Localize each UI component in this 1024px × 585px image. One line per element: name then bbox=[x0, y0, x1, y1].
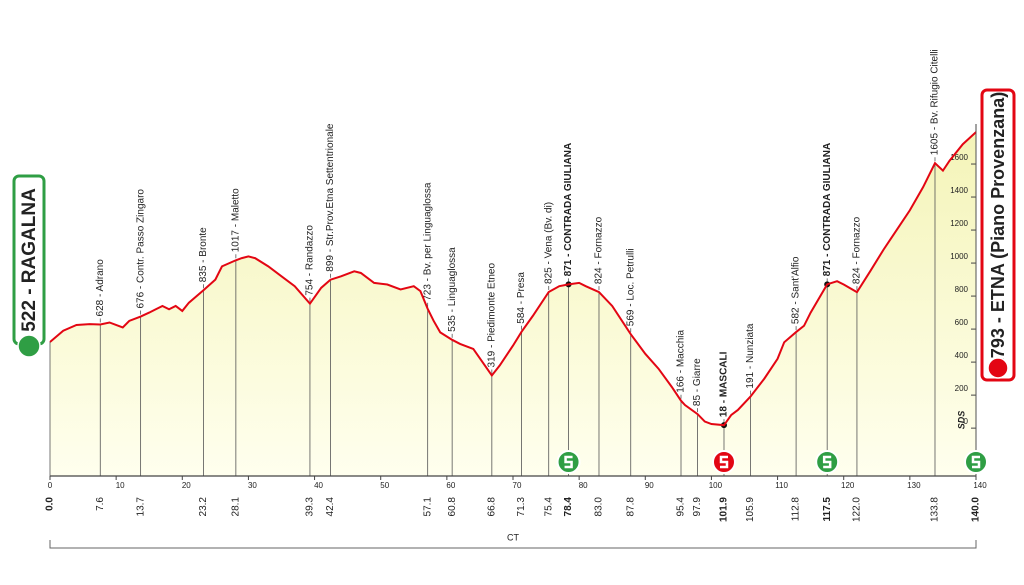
waypoint-km: 39.3 bbox=[305, 497, 316, 517]
profile-line bbox=[49, 131, 977, 427]
y-tick-label: 1600 bbox=[950, 153, 968, 162]
x-tick-label: 70 bbox=[513, 481, 522, 490]
x-tick-label: 20 bbox=[182, 481, 191, 490]
x-tick-label: 80 bbox=[579, 481, 588, 490]
waypoint-label: 1605 - Bv. Rifugio Citelli bbox=[930, 49, 941, 155]
x-tick-label: 90 bbox=[645, 481, 654, 490]
finish-box bbox=[980, 88, 1016, 382]
waypoint-km: 112.8 bbox=[791, 497, 802, 522]
y-tick-label: 200 bbox=[955, 384, 969, 393]
sprint-s bbox=[971, 455, 981, 469]
y-tick-label: 800 bbox=[955, 285, 969, 294]
waypoint-km: 7.6 bbox=[95, 497, 106, 511]
waypoint-label: 319 - Piedimonte Etneo bbox=[486, 263, 497, 368]
x-tick-label: 50 bbox=[380, 481, 389, 490]
waypoint-km: 42.4 bbox=[325, 497, 336, 517]
region-bracket bbox=[49, 540, 977, 549]
y-tick-label: 600 bbox=[955, 318, 969, 327]
waypoint-km: 78.4 bbox=[563, 497, 574, 517]
waypoint-label: 191 - Nunziata bbox=[745, 323, 756, 388]
x-tick-label: 40 bbox=[314, 481, 323, 490]
y-tick-label: 1200 bbox=[950, 219, 968, 228]
finish-icon bbox=[987, 357, 1009, 379]
waypoint-label: 871 - CONTRADA GIULIANA bbox=[563, 143, 574, 277]
waypoint-km: 117.5 bbox=[822, 497, 833, 522]
waypoint-label: 582 - Sant'Alfio bbox=[791, 256, 802, 324]
sprint-s bbox=[822, 455, 832, 469]
waypoint-label: 676 - Contr. Passo Zingaro bbox=[135, 189, 146, 309]
waypoint-label: 899 - Str.Prov.Etna Settentrionale bbox=[325, 123, 336, 272]
waypoint-label: 569 - Loc. Petrulli bbox=[625, 248, 636, 326]
waypoint-km: 97.9 bbox=[692, 497, 703, 517]
start-km: 0.0 bbox=[45, 497, 56, 511]
waypoint-label: 85 - Giarre bbox=[692, 358, 703, 406]
waypoint-label: 723 - Bv. per Linguaglossa bbox=[422, 182, 433, 301]
waypoint-km: 133.8 bbox=[930, 497, 941, 522]
waypoint-km: 28.1 bbox=[231, 497, 242, 517]
waypoint-km: 122.0 bbox=[852, 497, 863, 522]
waypoint-km: 71.3 bbox=[516, 497, 527, 517]
x-tick-label: 10 bbox=[116, 481, 125, 490]
waypoint-label: 825 - Vena (Bv. di) bbox=[543, 202, 554, 284]
y-tick-label: 1400 bbox=[950, 186, 968, 195]
waypoint-label: 166 - Macchia bbox=[676, 329, 687, 392]
waypoint-km: 13.7 bbox=[135, 497, 146, 517]
waypoint-label: 824 - Fornazzo bbox=[852, 216, 863, 284]
waypoint-km: 87.8 bbox=[625, 497, 636, 517]
waypoint-label: 824 - Fornazzo bbox=[594, 216, 605, 284]
x-tick-label: 0 bbox=[48, 481, 53, 490]
waypoint-km: 23.2 bbox=[198, 497, 209, 517]
finish-note: SDS bbox=[956, 411, 966, 430]
region-label: CT bbox=[507, 532, 519, 542]
y-tick-label: 0 bbox=[964, 417, 969, 426]
waypoint-km: 60.8 bbox=[447, 497, 458, 517]
waypoint-label: 835 - Bronte bbox=[198, 227, 209, 282]
x-tick-label: 120 bbox=[841, 481, 855, 490]
waypoint-label: 871 - CONTRADA GIULIANA bbox=[822, 143, 833, 277]
waypoint-km: 75.4 bbox=[543, 497, 554, 517]
waypoint-km: 83.0 bbox=[594, 497, 605, 517]
sprint-s bbox=[719, 455, 729, 469]
waypoint-label: 754 - Randazzo bbox=[305, 225, 316, 296]
waypoint-km: 57.1 bbox=[422, 497, 433, 517]
waypoint-label: 628 - Adrano bbox=[95, 259, 106, 317]
x-tick-label: 130 bbox=[907, 481, 921, 490]
x-tick-label: 100 bbox=[709, 481, 723, 490]
y-tick-label: 400 bbox=[955, 351, 969, 360]
x-tick-label: 60 bbox=[446, 481, 455, 490]
waypoint-km: 66.8 bbox=[486, 497, 497, 517]
waypoint-label: 1017 - Maletto bbox=[231, 188, 242, 252]
waypoint-km: 105.9 bbox=[745, 497, 756, 522]
waypoint-label: 18 - MASCALI bbox=[719, 351, 730, 417]
start-icon bbox=[17, 334, 41, 358]
finish-km: 140.0 bbox=[971, 497, 982, 522]
sprint-s bbox=[564, 455, 573, 469]
waypoint-label: 584 - Presa bbox=[516, 272, 527, 324]
x-tick-label: 110 bbox=[775, 481, 788, 490]
x-tick-label: 30 bbox=[248, 481, 257, 490]
y-tick-label: 1000 bbox=[950, 252, 968, 261]
x-tick-label: 140 bbox=[973, 481, 987, 490]
start-label: 522 - RAGALNA bbox=[19, 188, 40, 332]
waypoint-label: 535 - Linguaglossa bbox=[447, 247, 458, 332]
profile-fill bbox=[50, 132, 976, 476]
finish-label: 1793 - ETNA (Piano Provenzana) bbox=[988, 92, 1008, 368]
waypoint-km: 95.4 bbox=[676, 497, 687, 517]
waypoint-km: 101.9 bbox=[719, 497, 730, 522]
